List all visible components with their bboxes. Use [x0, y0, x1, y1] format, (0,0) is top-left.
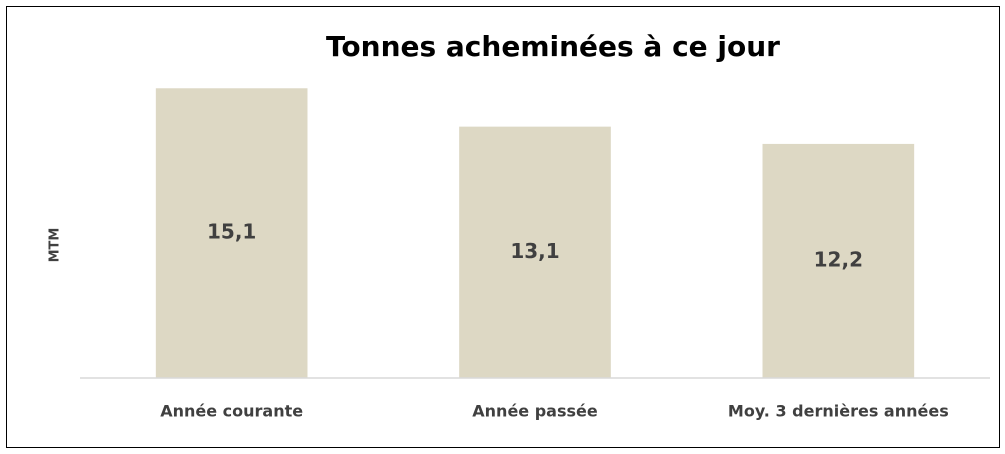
- chart-title: Tonnes acheminées à ce jour: [326, 30, 780, 63]
- value-label: 12,2: [814, 247, 863, 271]
- x-tick-label: Moy. 3 dernières années: [728, 402, 949, 421]
- bar: [155, 88, 308, 379]
- x-tick-label: Année passée: [472, 402, 598, 421]
- x-tick-label: Année courante: [160, 402, 303, 421]
- value-label: 13,1: [510, 239, 559, 263]
- bar: [459, 126, 611, 378]
- value-label: 15,1: [207, 220, 256, 244]
- bar: [762, 143, 915, 378]
- y-axis-label: MTM: [48, 228, 63, 263]
